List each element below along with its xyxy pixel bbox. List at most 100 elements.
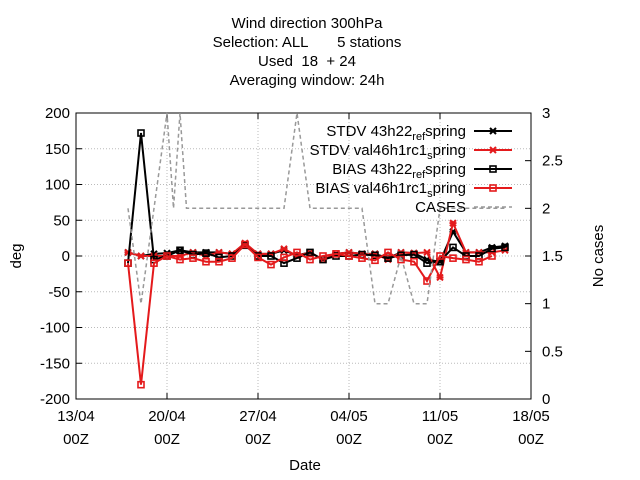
- data-point: [410, 257, 418, 266]
- data-point: [423, 248, 431, 257]
- axes: -200 -150 -100 -50 0 50 100 150 200 0 0.5 1 1.5 2 2.5 3…: [40, 105, 563, 448]
- data-point: [215, 257, 223, 266]
- y2-tick-label: 1: [542, 296, 550, 313]
- y2-tick-label: 0.5: [542, 343, 563, 360]
- data-point: [241, 240, 249, 249]
- y-tick-label: -100: [40, 320, 70, 337]
- data-point: [228, 254, 236, 262]
- x-tick-label-date: 20/04: [148, 408, 186, 425]
- legend-label: BIAS val46h1rc1spring: [315, 180, 466, 200]
- legend-label-tail: pring: [433, 180, 466, 197]
- data-point: [254, 253, 262, 262]
- legend-label-tail: spring: [425, 123, 466, 140]
- legend-item: STDV 43h22refspring: [326, 123, 512, 143]
- data-point: [397, 255, 405, 264]
- data-point: [475, 257, 483, 266]
- y2-tick-label: 3: [542, 105, 550, 122]
- x-tick-label-hour: 00Z: [518, 431, 544, 448]
- x-tick-label-date: 04/05: [330, 408, 368, 425]
- legend-item: BIAS val46h1rc1spring: [315, 180, 512, 200]
- data-point: [176, 255, 184, 264]
- data-point: [410, 250, 418, 259]
- series-lines: [124, 112, 509, 389]
- data-point: [371, 251, 379, 260]
- title-line-1: Wind direction 300hPa: [231, 15, 383, 32]
- legend-label-main: BIAS 43h22: [332, 161, 412, 178]
- legend-label-subscript: ref: [412, 169, 426, 181]
- legend-label-main: STDV val46h1rc1: [310, 142, 428, 159]
- legend-label-tail: pring: [433, 142, 466, 159]
- y-tick-label: -200: [40, 391, 70, 408]
- legend-item: CASES: [415, 199, 512, 216]
- x-axis-label: Date: [289, 457, 321, 474]
- x-tick-label-date: 11/05: [422, 408, 458, 425]
- data-point: [384, 248, 392, 257]
- legend-label: CASES: [415, 199, 466, 216]
- data-point: [280, 253, 288, 262]
- data-point: [449, 254, 457, 262]
- data-point: [293, 248, 301, 257]
- data-point: [202, 249, 210, 257]
- title-line-2: Selection: ALL 5 stations: [212, 34, 402, 51]
- legend-label: STDV 43h22refspring: [326, 123, 466, 143]
- data-point: [489, 184, 497, 192]
- data-point: [449, 219, 457, 227]
- x-tick-label-date: 18/05: [512, 408, 550, 425]
- chart-title: Wind direction 300hPa Selection: ALL 5 s…: [0, 14, 614, 90]
- data-point: [371, 256, 379, 265]
- data-point: [267, 260, 275, 269]
- data-point: [137, 252, 145, 260]
- data-point: [176, 246, 184, 255]
- x-tick-label-hour: 00Z: [336, 431, 362, 448]
- legend-label-subscript: ref: [412, 131, 426, 143]
- data-point: [423, 277, 431, 285]
- legend-label-subscript: s: [427, 150, 433, 162]
- data-point: [215, 253, 223, 262]
- y-tick-label: -150: [40, 355, 70, 372]
- series-4: [127, 112, 505, 305]
- x-tick-label-hour: 00Z: [427, 431, 453, 448]
- series-line: [127, 112, 505, 305]
- data-point: [489, 165, 497, 173]
- x-tick-label-hour: 00Z: [63, 431, 89, 448]
- legend-item: BIAS 43h22refspring: [332, 161, 512, 181]
- x-tick-label-hour: 00Z: [154, 431, 180, 448]
- y2-tick-label: 1.5: [542, 248, 563, 265]
- data-point: [267, 252, 275, 260]
- y2-axis-label: No cases: [590, 225, 607, 288]
- data-point: [137, 380, 145, 389]
- data-point: [150, 259, 158, 267]
- legend-item: STDV val46h1rc1spring: [310, 142, 512, 162]
- data-point: [345, 252, 353, 260]
- x-tick-label-date: 27/04: [239, 408, 277, 425]
- x-tick-label-date: 13/04: [57, 408, 95, 425]
- y-tick-label: 50: [53, 212, 70, 229]
- y2-tick-label: 0: [542, 391, 550, 408]
- y2-tick-label: 2.5: [542, 153, 563, 170]
- data-point: [488, 252, 496, 260]
- data-point: [436, 273, 444, 282]
- data-point: [449, 243, 457, 252]
- y-tick-label: 200: [45, 105, 70, 122]
- y-tick-label: 100: [45, 177, 70, 194]
- legend-label-main: CASES: [415, 199, 466, 216]
- data-point: [423, 259, 431, 267]
- y2-tick-label: 2: [542, 200, 550, 217]
- data-point: [358, 254, 366, 262]
- data-point: [436, 252, 444, 260]
- y-tick-label: 150: [45, 141, 70, 158]
- legend-label: BIAS 43h22refspring: [332, 161, 466, 181]
- data-point: [462, 255, 470, 264]
- data-point: [332, 250, 340, 258]
- title-line-4: Averaging window: 24h: [229, 72, 385, 89]
- data-point: [306, 248, 314, 257]
- data-point: [319, 252, 327, 260]
- data-point: [306, 255, 314, 264]
- legend-label-main: BIAS val46h1rc1: [315, 180, 427, 197]
- data-point: [189, 254, 197, 262]
- data-point: [501, 243, 509, 252]
- legend-label-subscript: s: [427, 188, 433, 200]
- legend-label-tail: spring: [425, 161, 466, 178]
